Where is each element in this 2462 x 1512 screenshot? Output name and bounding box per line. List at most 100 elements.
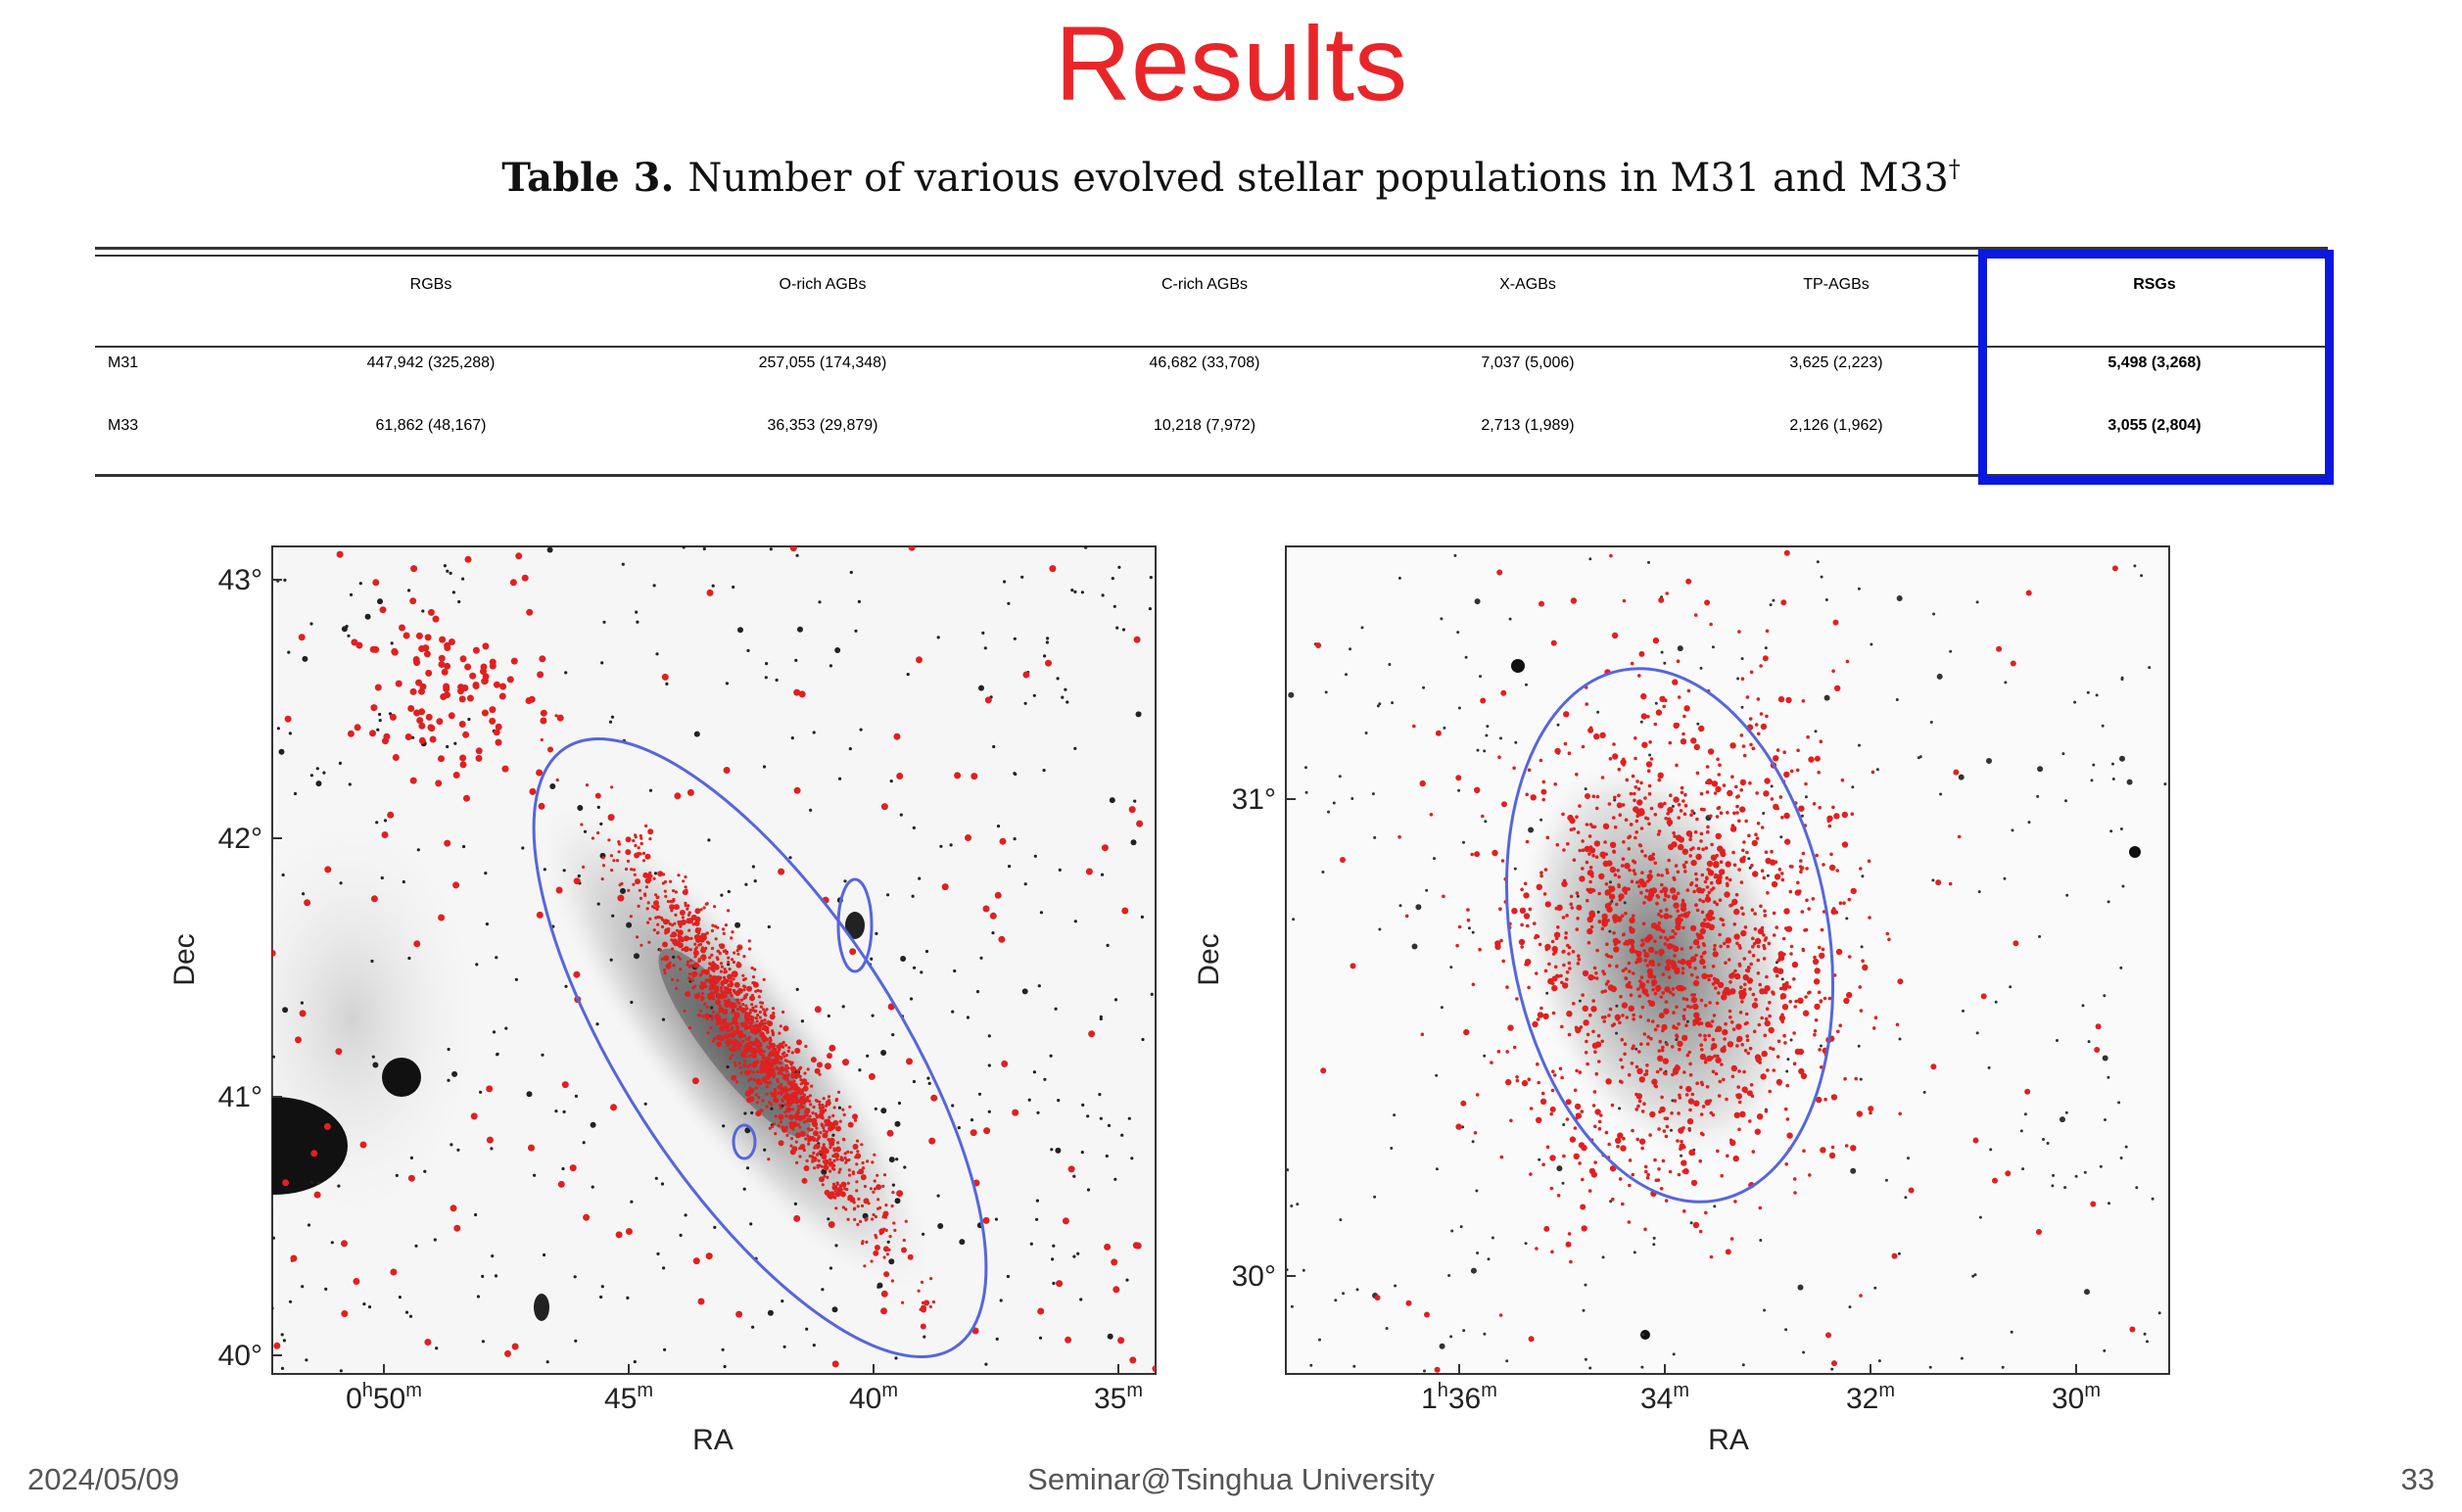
rsg-point: [1764, 1016, 1769, 1021]
rsg-point: [1455, 1123, 1462, 1130]
background-star: [1008, 865, 1012, 869]
rsg-point: [1793, 1191, 1797, 1195]
background-star: [984, 1362, 988, 1366]
rsg-point: [1681, 799, 1685, 803]
background-star: [288, 1299, 293, 1303]
rsg-point: [710, 953, 714, 957]
rsg-point: [624, 867, 629, 872]
rsg-point: [1659, 995, 1664, 999]
rsg-point: [323, 1122, 331, 1130]
rsg-point: [698, 1014, 702, 1017]
rsg-point: [1867, 859, 1871, 864]
rsg-point: [1612, 931, 1616, 935]
rsg-point: [805, 1158, 809, 1162]
rsg-point: [754, 989, 758, 993]
background-star: [1036, 1110, 1040, 1114]
rsg-point: [1760, 1016, 1764, 1020]
background-star: [1332, 801, 1336, 805]
background-star: [1671, 804, 1675, 808]
rsg-point: [538, 802, 545, 810]
rsg-point: [1713, 1054, 1717, 1059]
rsg-point: [625, 1228, 633, 1235]
background-star: [924, 949, 929, 954]
rsg-point: [1732, 863, 1737, 868]
rsg-point: [673, 921, 677, 925]
rsg-point: [1647, 999, 1651, 1004]
rsg-point: [779, 1106, 783, 1110]
rsg-point: [1735, 1044, 1739, 1048]
rsg-point: [290, 1254, 298, 1262]
rsg-point: [1663, 1071, 1668, 1075]
rsg-point: [1838, 901, 1843, 905]
rsg-point: [1654, 1084, 1658, 1089]
rsg-point: [790, 1061, 794, 1064]
rsg-point: [1778, 1015, 1785, 1021]
rsg-point: [1594, 855, 1599, 859]
rsg-point: [526, 608, 534, 616]
background-star: [1433, 857, 1436, 861]
background-star: [272, 1055, 275, 1059]
rsg-point: [1679, 1143, 1685, 1150]
rsg-point: [1770, 849, 1774, 854]
rsg-point: [1505, 985, 1509, 989]
rsg-point: [793, 1085, 797, 1089]
background-star: [1342, 1292, 1346, 1296]
rsg-point: [860, 1204, 865, 1207]
rsg-point: [1657, 1049, 1662, 1053]
background-star: [2001, 1365, 2005, 1369]
rsg-point: [1429, 813, 1434, 817]
rsg-point: [1562, 949, 1566, 954]
rsg-point: [654, 893, 658, 897]
rsg-point: [671, 977, 675, 981]
rsg-point: [1715, 1001, 1720, 1006]
rsg-point: [748, 1040, 753, 1044]
background-star: [1073, 920, 1077, 923]
m33-xlabel: RA: [1708, 1424, 1749, 1456]
background-star: [837, 1106, 842, 1110]
rsg-point: [1728, 980, 1732, 984]
rsg-point: [779, 1084, 782, 1088]
background-star: [1125, 1278, 1129, 1282]
rsg-point: [504, 1349, 511, 1357]
background-star: [875, 931, 878, 935]
rsg-point: [1588, 823, 1593, 827]
rsg-point: [825, 1130, 829, 1134]
rsg-point: [1590, 874, 1594, 878]
rsg-point: [1700, 910, 1705, 915]
rsg-point: [647, 940, 651, 944]
rsg-point: [1668, 740, 1673, 745]
rsg-point: [776, 1059, 780, 1063]
background-star: [2126, 779, 2133, 785]
rsg-point: [1897, 978, 1904, 985]
rsg-point: [1737, 1069, 1741, 1073]
rsg-point: [796, 1049, 801, 1053]
rsg-point: [1678, 1093, 1681, 1098]
background-star: [795, 553, 799, 557]
rsg-point: [708, 962, 712, 966]
rsg-point: [787, 1099, 791, 1103]
rsg-point: [1597, 920, 1602, 923]
rsg-point: [687, 928, 691, 932]
rsg-point: [813, 1166, 817, 1170]
rsg-point: [1690, 993, 1694, 997]
rsg-point: [677, 920, 684, 926]
rsg-point: [742, 955, 746, 959]
rsg-point: [759, 1053, 763, 1057]
background-star: [737, 627, 743, 634]
m33-background-stars: [1286, 553, 2167, 1373]
background-star: [841, 1005, 845, 1009]
rsg-point: [1622, 840, 1626, 844]
rsg-point: [370, 704, 378, 712]
background-star: [582, 1141, 586, 1145]
rsg-point: [1689, 881, 1694, 885]
rsg-point: [1657, 829, 1662, 833]
rsg-point: [459, 754, 467, 762]
rsg-point: [719, 986, 724, 990]
background-star: [1309, 1363, 1313, 1367]
rsg-point: [1564, 931, 1568, 935]
rsg-point: [790, 1065, 796, 1072]
rsg-point: [466, 694, 474, 702]
rsg-point: [1683, 803, 1688, 808]
background-star: [874, 1107, 877, 1110]
rsg-point: [1609, 553, 1613, 558]
